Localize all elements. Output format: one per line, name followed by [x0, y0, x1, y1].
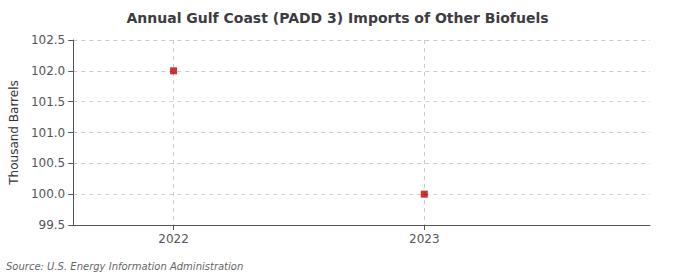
svg-text:Annual Gulf Coast (PADD 3) Imp: Annual Gulf Coast (PADD 3) Imports of Ot… [126, 10, 548, 26]
svg-text:Source: U.S. Energy Informatio: Source: U.S. Energy Information Administ… [6, 261, 243, 272]
svg-text:Thousand Barrels: Thousand Barrels [7, 80, 21, 185]
svg-text:100.0: 100.0 [31, 187, 65, 201]
svg-text:101.0: 101.0 [31, 126, 65, 140]
svg-text:100.5: 100.5 [31, 156, 65, 170]
svg-text:99.5: 99.5 [39, 218, 66, 232]
svg-text:101.5: 101.5 [31, 95, 65, 109]
svg-text:102.0: 102.0 [31, 64, 65, 78]
svg-text:2023: 2023 [409, 232, 440, 246]
svg-text:102.5: 102.5 [31, 33, 65, 47]
svg-text:2022: 2022 [158, 232, 189, 246]
